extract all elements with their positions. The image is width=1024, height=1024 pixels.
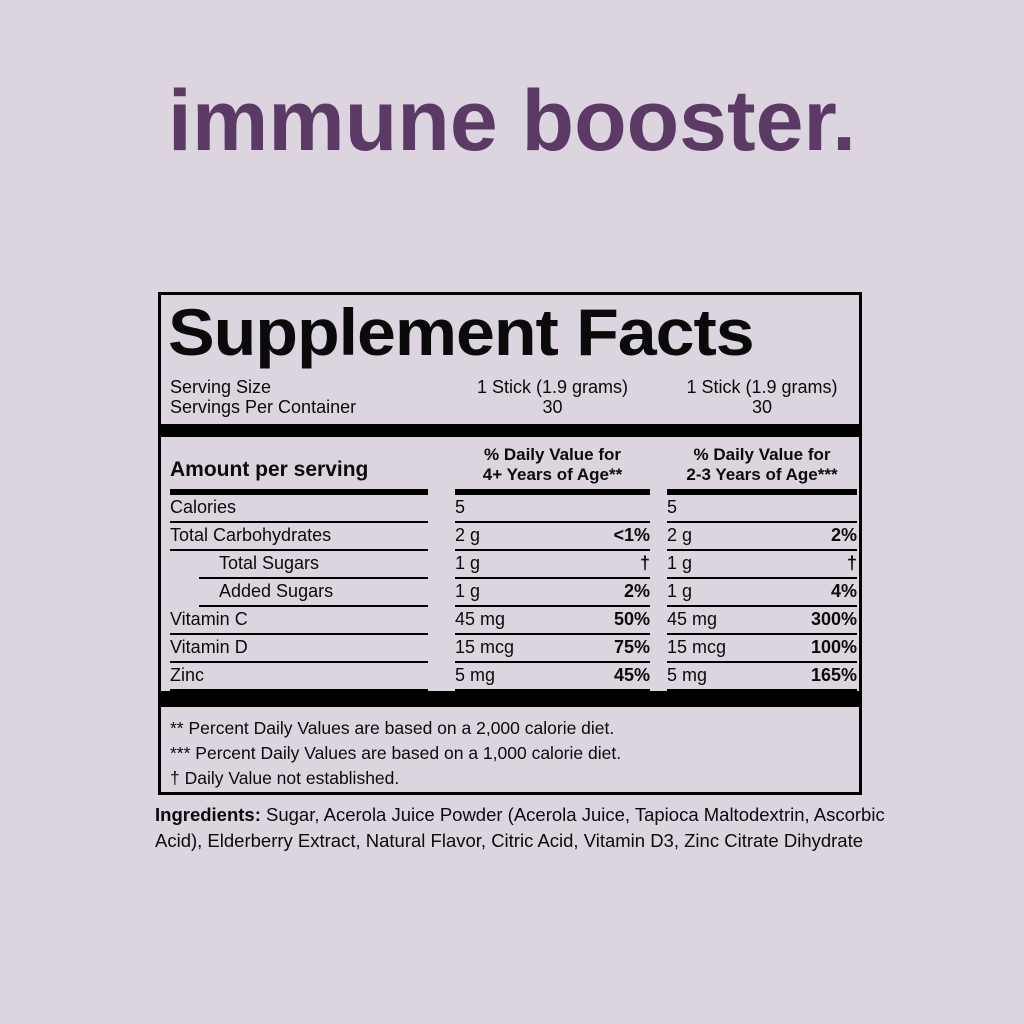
serving-size-col2: 1 Stick (1.9 grams)	[686, 377, 838, 397]
nutrient-row-zinc: Zinc 5 mg 45% 5 mg 165%	[161, 663, 859, 691]
amount-value: 5 mg	[455, 665, 496, 685]
footnote-1000-calorie: *** Percent Daily Values are based on a …	[170, 743, 622, 763]
supplement-facts-title: Supplement Facts	[168, 295, 755, 369]
amount-value: 45 mg	[667, 609, 718, 629]
daily-value: 75%	[613, 637, 650, 657]
footnote-2000-calorie: ** Percent Daily Values are based on a 2…	[170, 718, 615, 738]
daily-value: <1%	[613, 525, 650, 545]
serving-size-label: Serving Size	[170, 377, 272, 397]
amount-value: 5	[667, 497, 678, 517]
amount-value: 1 g	[667, 553, 693, 573]
amount-value: 5	[455, 497, 466, 517]
daily-value: 50%	[613, 609, 650, 629]
brand-title: immune booster.	[167, 73, 857, 169]
daily-value-2to3-header: % Daily Value for 2-3 Years of Age***	[667, 445, 857, 495]
daily-value: 2%	[830, 525, 857, 545]
nutrient-row-vitamin-c: Vitamin C 45 mg 50% 45 mg 300%	[161, 607, 859, 635]
daily-value: 2%	[623, 581, 650, 601]
daily-value-4plus-line1: % Daily Value for	[484, 445, 621, 464]
separator-bar-top	[161, 424, 859, 437]
amount-per-serving-header: Amount per serving	[170, 458, 428, 495]
supplement-facts-panel: Supplement Facts Serving Size 1 Stick (1…	[158, 292, 862, 795]
ingredients-text: Sugar, Acerola Juice Powder (Acerola Jui…	[155, 804, 885, 851]
serving-size-row: Serving Size 1 Stick (1.9 grams) 1 Stick…	[161, 377, 859, 397]
daily-value: 45%	[613, 665, 650, 685]
daily-value-4plus-line2: 4+ Years of Age**	[482, 465, 623, 484]
amount-value: 15 mcg	[667, 637, 727, 657]
amount-value: 15 mcg	[455, 637, 515, 657]
nutrient-name: Calories	[170, 497, 428, 523]
nutrient-name: Total Sugars	[199, 553, 428, 579]
servings-per-container-label: Servings Per Container	[170, 397, 357, 417]
nutrient-row-added-sugars: Added Sugars 1 g 2% 1 g 4%	[161, 579, 859, 607]
amount-value: 45 mg	[455, 609, 506, 629]
servings-per-container-col1: 30	[542, 397, 563, 417]
amount-value: 1 g	[667, 581, 693, 601]
footnote-dagger: † Daily Value not established.	[170, 768, 400, 788]
daily-value-2to3-line2: 2-3 Years of Age***	[686, 465, 838, 484]
daily-value: 165%	[810, 665, 857, 685]
daily-value: 300%	[810, 609, 857, 629]
nutrient-row-calories: Calories 5 5	[161, 495, 859, 523]
amount-value: 1 g	[455, 581, 481, 601]
servings-per-container-col2: 30	[751, 397, 773, 417]
amount-value: 2 g	[667, 525, 693, 545]
daily-value: †	[846, 553, 857, 573]
table-header-row: Amount per serving % Daily Value for 4+ …	[161, 445, 859, 495]
nutrient-row-vitamin-d: Vitamin D 15 mcg 75% 15 mcg 100%	[161, 635, 859, 663]
amount-value: 1 g	[455, 553, 481, 573]
serving-size-col1: 1 Stick (1.9 grams)	[476, 377, 629, 397]
nutrient-row-total-sugars: Total Sugars 1 g † 1 g †	[161, 551, 859, 579]
ingredients-label: Ingredients:	[155, 804, 261, 825]
separator-bar-bottom	[161, 691, 859, 707]
daily-value-2to3-line1: % Daily Value for	[693, 445, 831, 464]
nutrient-name: Vitamin D	[170, 637, 428, 663]
nutrient-row-total-carbohydrates: Total Carbohydrates 2 g <1% 2 g 2%	[161, 523, 859, 551]
daily-value: †	[639, 553, 650, 573]
nutrient-name: Total Carbohydrates	[170, 525, 428, 551]
ingredients-paragraph: Ingredients: Sugar, Acerola Juice Powder…	[155, 802, 893, 854]
daily-value: 100%	[810, 637, 857, 657]
amount-value: 2 g	[455, 525, 481, 545]
nutrient-name: Added Sugars	[199, 581, 428, 607]
daily-value: 4%	[830, 581, 857, 601]
amount-value: 5 mg	[667, 665, 708, 685]
nutrient-name: Zinc	[170, 665, 428, 691]
servings-per-container-row: Servings Per Container 30 30	[161, 397, 859, 417]
nutrient-name: Vitamin C	[170, 609, 428, 635]
daily-value-4plus-header: % Daily Value for 4+ Years of Age**	[455, 445, 650, 495]
footnotes: ** Percent Daily Values are based on a 2…	[161, 707, 859, 791]
serving-info: Serving Size 1 Stick (1.9 grams) 1 Stick…	[161, 377, 859, 417]
